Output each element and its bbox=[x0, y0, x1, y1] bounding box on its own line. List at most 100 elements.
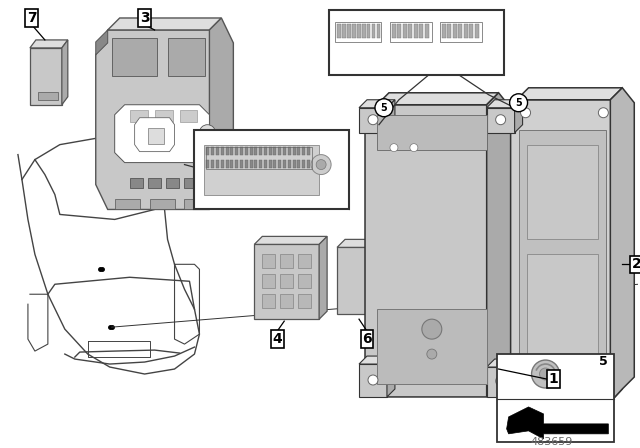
Bar bbox=[288, 146, 291, 155]
Bar bbox=[392, 24, 396, 38]
Polygon shape bbox=[337, 239, 377, 247]
Bar bbox=[244, 146, 248, 155]
Polygon shape bbox=[486, 359, 523, 367]
Bar bbox=[259, 159, 262, 168]
Bar bbox=[148, 177, 161, 188]
Bar bbox=[235, 146, 238, 155]
Bar bbox=[352, 24, 356, 38]
Bar bbox=[264, 146, 267, 155]
Bar bbox=[168, 38, 205, 76]
Polygon shape bbox=[516, 88, 622, 100]
Circle shape bbox=[368, 375, 378, 385]
Polygon shape bbox=[611, 88, 634, 402]
Bar bbox=[372, 24, 376, 38]
Bar bbox=[254, 146, 257, 155]
Bar bbox=[259, 146, 262, 155]
Bar bbox=[264, 159, 267, 168]
Polygon shape bbox=[387, 356, 395, 397]
Circle shape bbox=[520, 386, 531, 396]
Bar bbox=[262, 254, 275, 268]
Polygon shape bbox=[254, 244, 319, 319]
Bar bbox=[278, 146, 281, 155]
Bar bbox=[240, 146, 243, 155]
Polygon shape bbox=[359, 356, 395, 364]
Bar bbox=[262, 274, 275, 288]
Circle shape bbox=[410, 144, 418, 151]
Polygon shape bbox=[504, 100, 622, 402]
Bar bbox=[211, 146, 214, 155]
Bar bbox=[250, 146, 253, 155]
Bar bbox=[207, 146, 209, 155]
Bar bbox=[347, 24, 351, 38]
Bar bbox=[337, 24, 340, 38]
Circle shape bbox=[495, 376, 506, 386]
Circle shape bbox=[598, 386, 609, 396]
Bar bbox=[130, 177, 143, 188]
Bar bbox=[335, 22, 381, 42]
Circle shape bbox=[427, 349, 437, 359]
Bar bbox=[283, 146, 286, 155]
Bar bbox=[179, 110, 198, 122]
Bar bbox=[527, 254, 598, 369]
Bar bbox=[298, 294, 311, 308]
Text: 3: 3 bbox=[140, 11, 149, 25]
Polygon shape bbox=[359, 108, 387, 133]
Polygon shape bbox=[254, 237, 327, 244]
Bar bbox=[357, 24, 360, 38]
Bar bbox=[38, 92, 58, 100]
Bar bbox=[367, 24, 371, 38]
Text: 5: 5 bbox=[599, 354, 608, 367]
Circle shape bbox=[598, 108, 609, 118]
Bar bbox=[283, 159, 286, 168]
Bar bbox=[278, 159, 281, 168]
Bar bbox=[130, 110, 148, 122]
Bar bbox=[469, 24, 473, 38]
Bar bbox=[235, 159, 238, 168]
Circle shape bbox=[495, 115, 506, 125]
Bar bbox=[244, 159, 248, 168]
Bar bbox=[408, 24, 412, 38]
Bar bbox=[280, 254, 293, 268]
Text: 7: 7 bbox=[27, 11, 36, 25]
Polygon shape bbox=[387, 100, 395, 133]
Bar bbox=[302, 146, 305, 155]
Bar bbox=[292, 159, 296, 168]
Bar bbox=[184, 199, 209, 210]
Bar bbox=[221, 146, 224, 155]
Polygon shape bbox=[30, 40, 68, 48]
Circle shape bbox=[316, 159, 326, 170]
Polygon shape bbox=[486, 108, 515, 133]
Bar bbox=[288, 159, 291, 168]
Polygon shape bbox=[365, 105, 499, 397]
Bar bbox=[497, 354, 614, 442]
Text: 5: 5 bbox=[381, 103, 387, 113]
Bar bbox=[425, 24, 429, 38]
Bar bbox=[362, 24, 365, 38]
Polygon shape bbox=[486, 100, 523, 108]
Polygon shape bbox=[96, 30, 108, 55]
Polygon shape bbox=[134, 118, 175, 151]
Bar bbox=[298, 254, 311, 268]
Bar bbox=[221, 159, 224, 168]
Bar bbox=[475, 24, 479, 38]
Bar bbox=[403, 24, 407, 38]
Polygon shape bbox=[359, 364, 387, 397]
Bar bbox=[377, 309, 486, 384]
Polygon shape bbox=[337, 247, 369, 314]
Circle shape bbox=[311, 155, 331, 175]
Polygon shape bbox=[62, 40, 68, 105]
Polygon shape bbox=[369, 239, 377, 314]
Polygon shape bbox=[359, 100, 395, 108]
Bar bbox=[211, 159, 214, 168]
Bar bbox=[155, 110, 173, 122]
Circle shape bbox=[532, 360, 559, 388]
Bar bbox=[184, 177, 196, 188]
Bar bbox=[150, 199, 175, 210]
Bar bbox=[115, 199, 140, 210]
Bar bbox=[397, 24, 401, 38]
Circle shape bbox=[375, 99, 393, 117]
Bar bbox=[377, 115, 486, 150]
Bar bbox=[195, 129, 349, 210]
Bar bbox=[298, 146, 300, 155]
Bar bbox=[269, 159, 271, 168]
